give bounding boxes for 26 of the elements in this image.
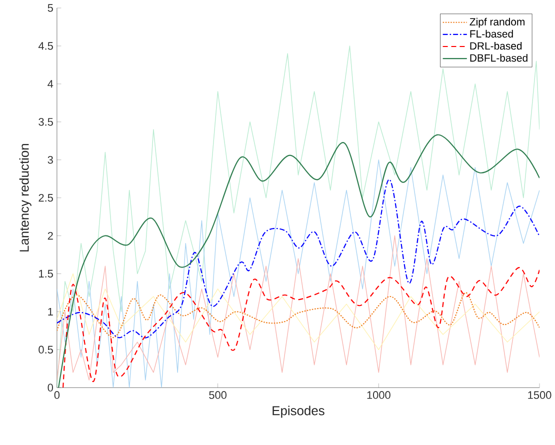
y-tick-label: 2 [48, 232, 53, 240]
x-tick-label: 0 [54, 391, 60, 400]
y-tick-label: 0 [48, 384, 53, 392]
line-series [56, 292, 540, 338]
y-tick-label: 1 [48, 308, 53, 316]
x-tick-label: 1000 [367, 391, 390, 400]
x-tick-label: 500 [209, 391, 226, 400]
y-tick-label: 2.5 [38, 194, 53, 202]
y-tick-label: 3 [48, 156, 53, 164]
y-tick-label: 5 [48, 4, 53, 12]
y-tick-label: 4 [48, 80, 54, 88]
legend-label: FL-based [470, 30, 513, 38]
y-tick-label: 1.5 [39, 270, 53, 278]
line-series [62, 267, 540, 388]
legend-label: DBFL-based [470, 54, 528, 62]
y-tick-label: 3.5 [38, 118, 53, 126]
legend-label: DRL-based [470, 42, 522, 50]
y-tick-label: 4.5 [38, 42, 53, 50]
x-tick-label: 1500 [528, 391, 552, 400]
legend-label: Zipf random [470, 18, 524, 28]
line-series [56, 179, 540, 338]
x-axis-title: Episodes [272, 406, 324, 418]
y-tick-label: 0.5 [38, 346, 53, 354]
line-series [56, 274, 540, 350]
y-axis-title: Lantency reduction [19, 144, 32, 252]
line-series [56, 236, 540, 381]
